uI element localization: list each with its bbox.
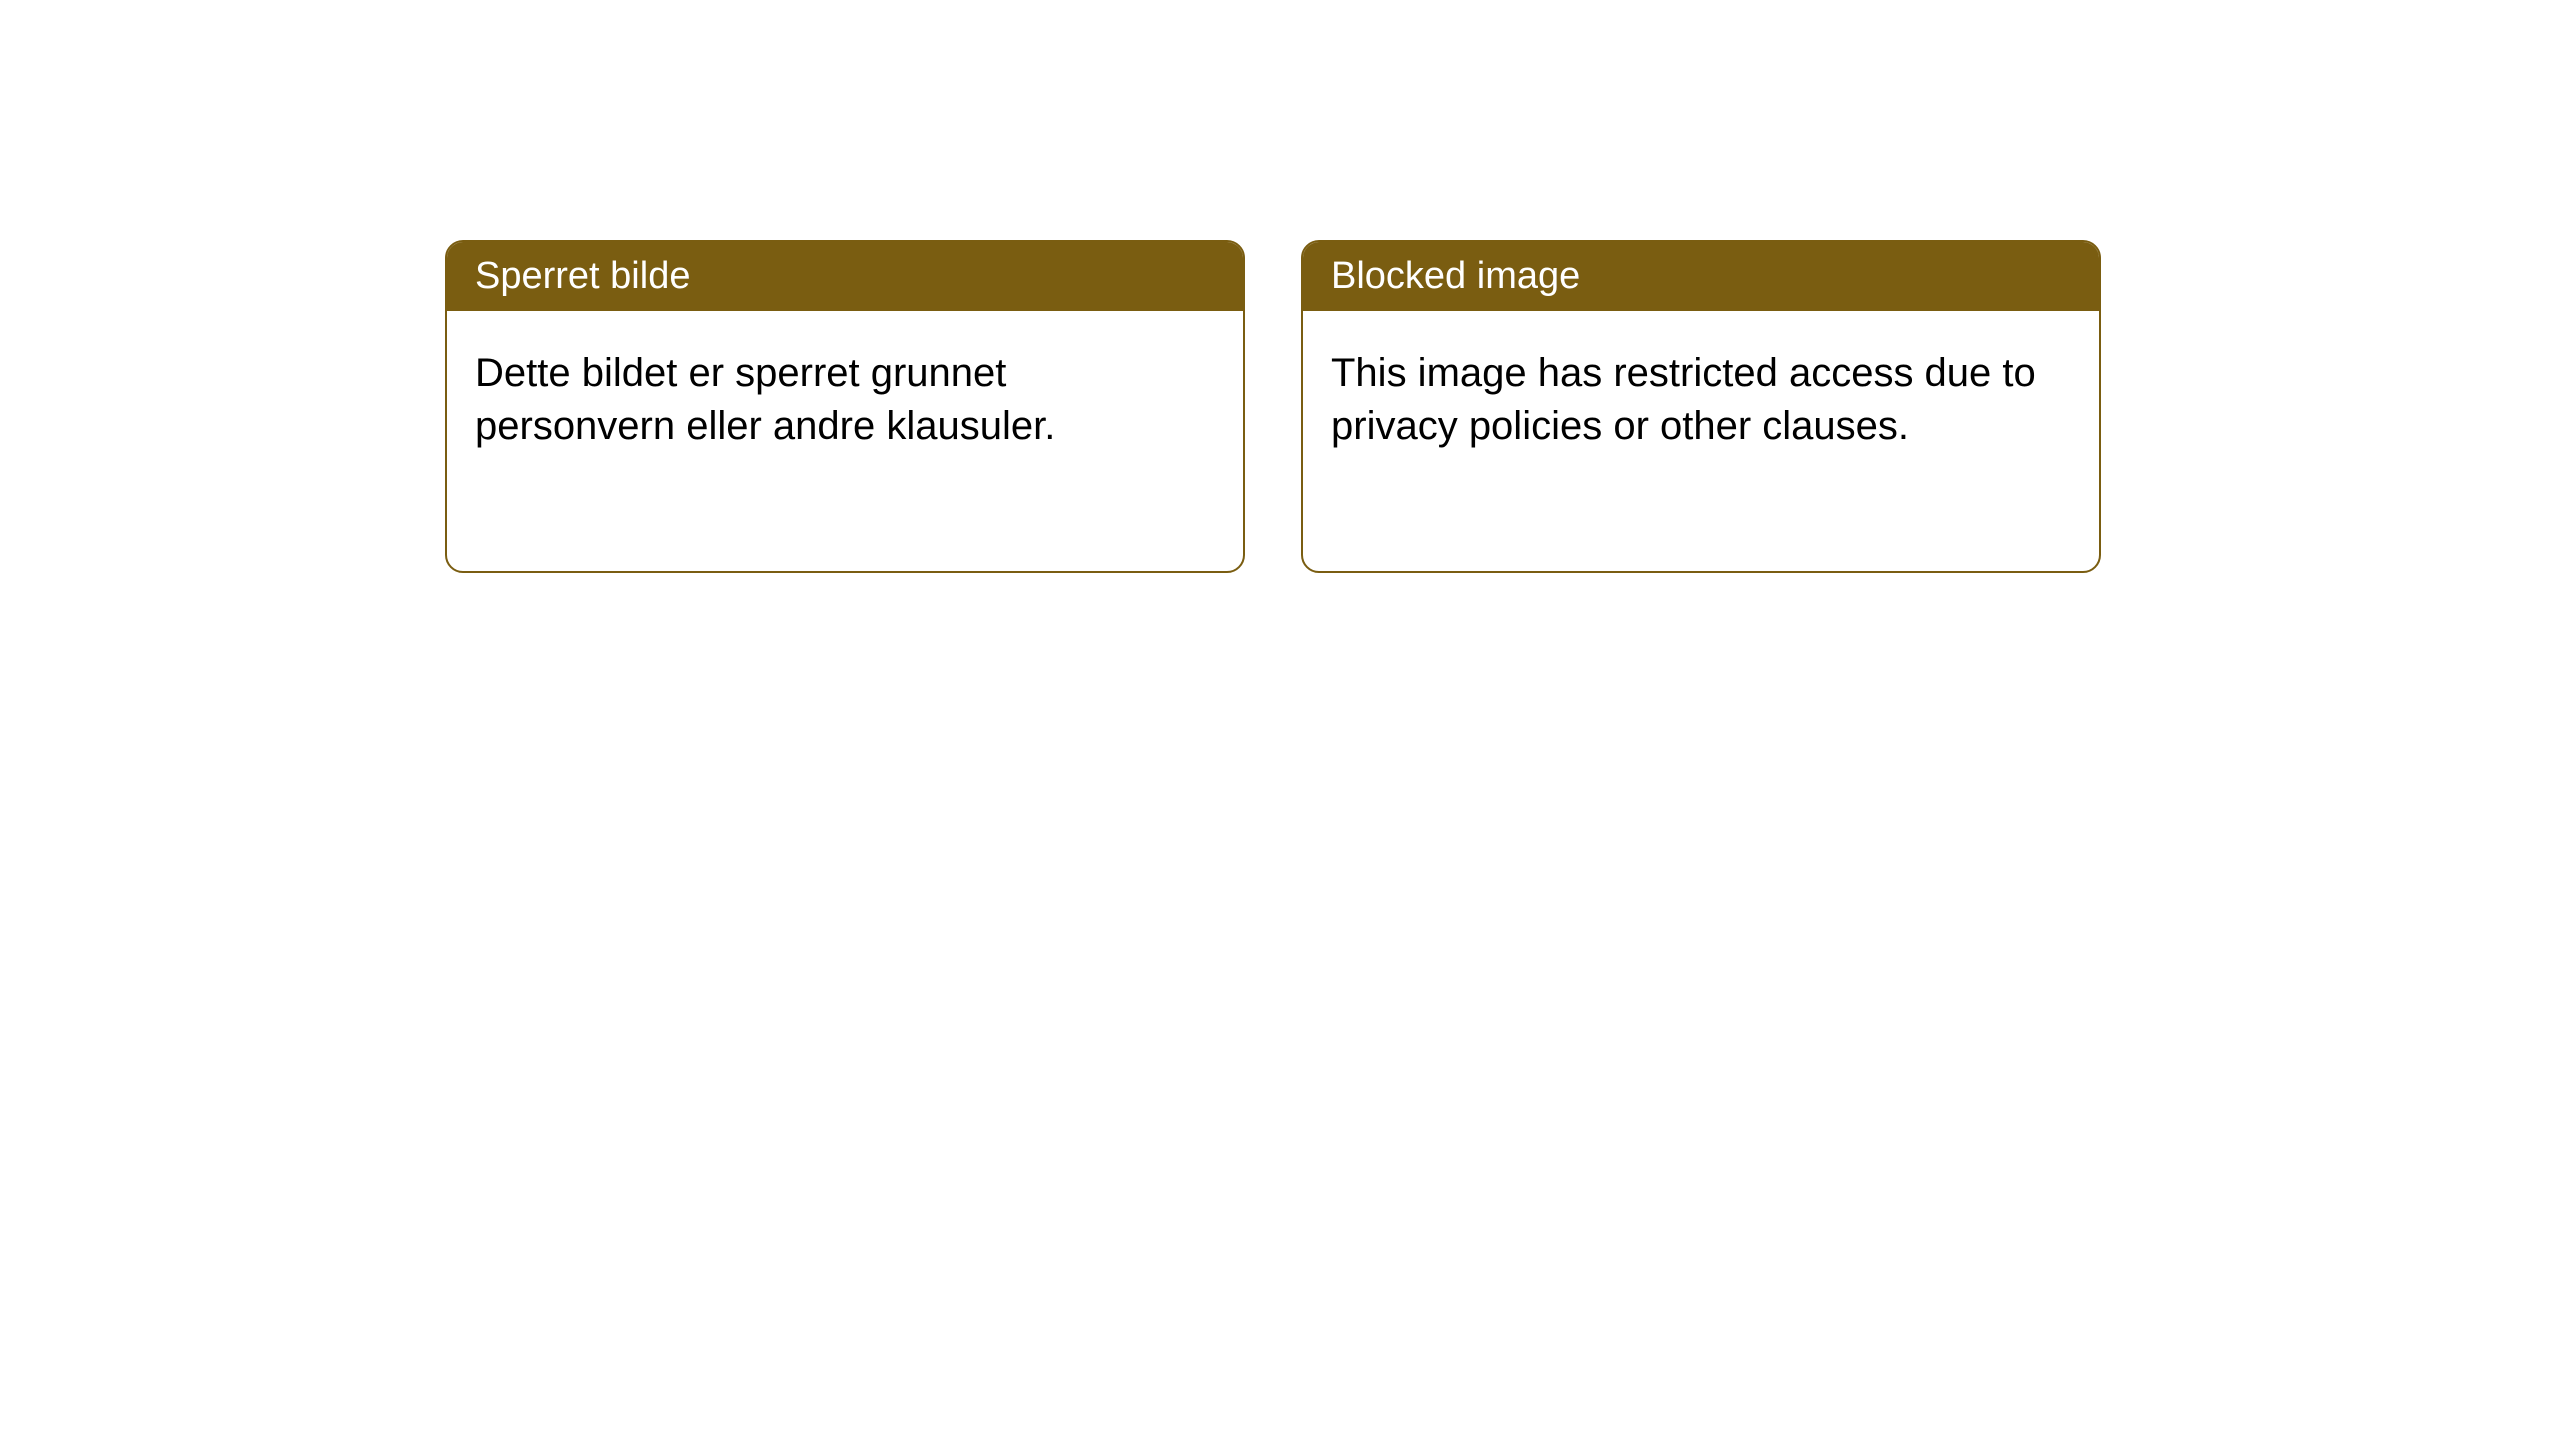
notice-card-title: Sperret bilde: [475, 255, 690, 297]
notice-card-english: Blocked image This image has restricted …: [1301, 240, 2101, 573]
notice-card-header: Sperret bilde: [447, 242, 1243, 311]
notice-card-body-text: Dette bildet er sperret grunnet personve…: [475, 351, 1055, 448]
notice-card-norwegian: Sperret bilde Dette bildet er sperret gr…: [445, 240, 1245, 573]
notice-card-body-text: This image has restricted access due to …: [1331, 351, 2036, 448]
notice-card-header: Blocked image: [1303, 242, 2099, 311]
notice-card-body: This image has restricted access due to …: [1303, 311, 2099, 571]
notice-cards-container: Sperret bilde Dette bildet er sperret gr…: [445, 240, 2101, 573]
notice-card-title: Blocked image: [1331, 255, 1580, 297]
notice-card-body: Dette bildet er sperret grunnet personve…: [447, 311, 1243, 571]
